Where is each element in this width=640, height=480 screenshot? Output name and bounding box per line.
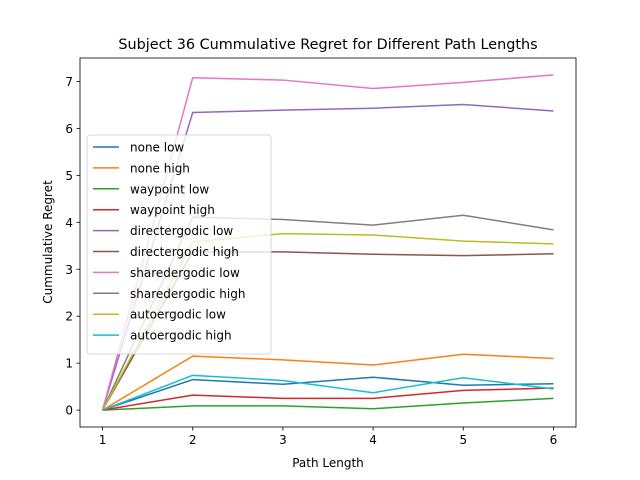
series-line-0 (102, 376, 554, 411)
y-axis-ticks: 0 1 2 3 4 5 6 7 (65, 75, 80, 418)
y-tick-label: 4 (65, 216, 73, 230)
legend-label: sharedergodic high (130, 287, 245, 301)
legend-label: autoergodic high (130, 329, 232, 343)
legend: none low none high waypoint low waypoint hi… (86, 134, 272, 355)
y-tick-label: 5 (65, 169, 73, 183)
legend-label: directergodic low (130, 224, 233, 238)
y-tick-label: 1 (65, 357, 73, 371)
x-axis-ticks: 1 2 3 4 5 6 (99, 427, 558, 447)
x-axis-label: Path Length (292, 456, 364, 470)
series-line-2 (102, 397, 554, 411)
x-tick-label: 2 (189, 433, 197, 447)
legend-label: none high (130, 161, 190, 175)
legend-label: waypoint low (130, 182, 209, 196)
y-tick-label: 2 (65, 310, 73, 324)
x-tick-label: 5 (459, 433, 467, 447)
y-tick-label: 0 (65, 404, 73, 418)
series-line-6 (101, 74, 554, 411)
legend-label: none low (130, 141, 184, 155)
series-line-9 (102, 374, 554, 411)
x-tick-label: 6 (550, 433, 558, 447)
legend-label: waypoint high (130, 203, 215, 217)
x-tick-label: 1 (99, 433, 107, 447)
series-line-3 (102, 387, 554, 411)
x-tick-label: 4 (369, 433, 377, 447)
series-line-1 (102, 353, 554, 411)
chart-title: Subject 36 Cummulative Regret for Differ… (118, 37, 537, 53)
y-tick-label: 6 (65, 122, 73, 136)
legend-label: directergodic high (130, 245, 239, 259)
x-tick-label: 3 (279, 433, 287, 447)
legend-label: autoergodic low (130, 308, 226, 322)
y-tick-label: 7 (65, 75, 73, 89)
legend-label: sharedergodic low (130, 266, 240, 280)
plot-frame (79, 57, 577, 428)
y-tick-label: 3 (65, 263, 73, 277)
legend-box (86, 134, 272, 355)
y-axis-label: Cummulative Regret (41, 180, 55, 304)
